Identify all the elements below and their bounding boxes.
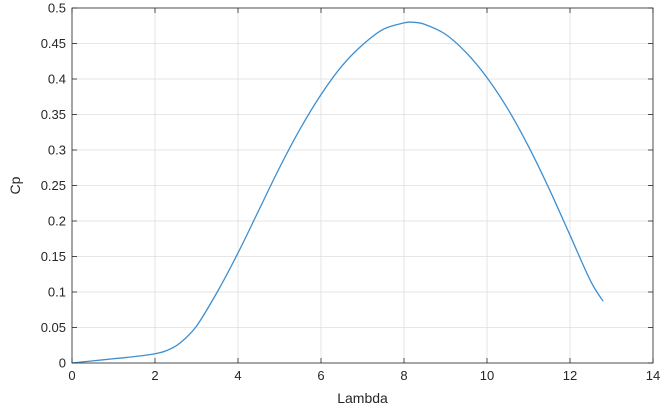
y-tick-label: 0.15 — [41, 249, 66, 264]
x-tick-label: 12 — [563, 368, 577, 383]
y-tick-label: 0.3 — [48, 143, 66, 158]
x-tick-label: 4 — [234, 368, 241, 383]
y-tick-label: 0.25 — [41, 178, 66, 193]
x-tick-label: 0 — [68, 368, 75, 383]
x-tick-label: 14 — [646, 368, 660, 383]
y-tick-label: 0.4 — [48, 72, 66, 87]
series-line — [71, 21, 604, 364]
x-tick-label: 8 — [400, 368, 407, 383]
plot-frame — [71, 7, 654, 364]
x-axis-label: Lambda — [337, 390, 388, 406]
y-tick-label: 0.45 — [41, 36, 66, 51]
x-tick-label: 10 — [480, 368, 494, 383]
tick-labels: 0 2 4 6 8 10 12 14 0 0.05 0.1 0.15 0.2 0.25 0.3 0.35 0.4… — [41, 1, 661, 384]
y-tick-label: 0.35 — [41, 107, 66, 122]
y-tick-label: 0.05 — [41, 320, 66, 335]
y-tick-label: 0 — [59, 356, 66, 371]
y-axis-label: Cp — [7, 176, 23, 194]
y-tick-label: 0.1 — [48, 285, 66, 300]
y-tick-label: 0.2 — [48, 214, 66, 229]
x-tick-label: 6 — [317, 368, 324, 383]
x-tick-label: 2 — [151, 368, 158, 383]
y-tick-label: 0.5 — [48, 1, 66, 16]
